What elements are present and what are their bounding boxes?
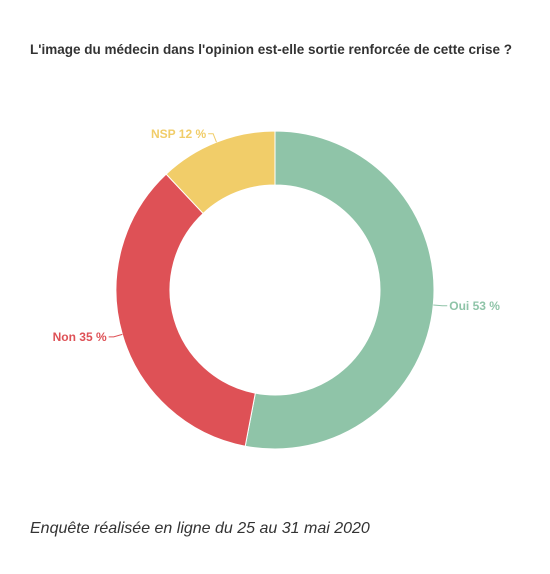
slice-nsp — [165, 130, 276, 215]
slice-label-nsp: NSP 12 % — [151, 127, 206, 141]
slice-oui — [244, 130, 435, 450]
leader-line-oui — [433, 304, 448, 307]
slice-non — [115, 173, 256, 447]
chart-title: L'image du médecin dans l'opinion est-el… — [30, 42, 513, 57]
leader-line-nsp — [208, 133, 217, 143]
leader-line-non — [108, 333, 123, 338]
slice-label-non: Non 35 % — [53, 330, 107, 344]
slice-label-oui: Oui 53 % — [449, 299, 500, 313]
survey-footnote: Enquête réalisée en ligne du 25 au 31 ma… — [30, 520, 370, 537]
